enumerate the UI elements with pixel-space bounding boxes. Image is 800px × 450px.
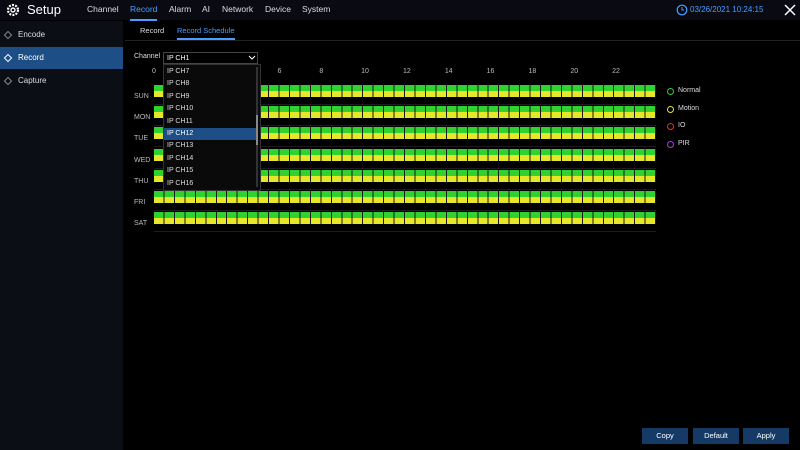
sidebar-icon (3, 76, 13, 86)
channel-option[interactable]: IP CH15 (167, 167, 194, 175)
legend-label: Motion (678, 104, 700, 112)
sub-tab[interactable]: Record (140, 26, 165, 35)
sidebar-icon (3, 53, 13, 63)
channel-option[interactable]: IP CH11 (167, 117, 193, 125)
day-label: WED (134, 156, 151, 164)
channel-option[interactable]: IP CH16 (167, 179, 194, 187)
sidebar-item[interactable]: Capture (0, 70, 123, 92)
close-button[interactable] (784, 4, 796, 16)
day-label: SAT (134, 220, 148, 228)
sub-tab[interactable]: Record Schedule (177, 24, 235, 40)
schedule-row[interactable] (154, 190, 656, 211)
datetime: 03/26/2021 10:24:15 (690, 5, 764, 14)
selected-channel: IP CH1 (167, 54, 190, 62)
channel-option[interactable]: IP CH9 (167, 92, 190, 100)
hour-label: 20 (570, 68, 579, 75)
hour-label: 16 (486, 68, 495, 75)
schedule-bar[interactable] (154, 169, 656, 182)
channel-option[interactable]: IP CH13 (167, 142, 194, 150)
hour-label: 22 (612, 68, 620, 75)
hour-label: 12 (403, 68, 411, 75)
action-button[interactable]: Copy (642, 428, 688, 444)
nav-item[interactable]: Channel (87, 4, 119, 14)
channel-dropdown: IP CH7 IP CH8 IP CH9 IP CH10 IP CH11 IP CH12 I… (163, 64, 261, 191)
action-button[interactable]: Apply (743, 428, 789, 444)
sidebar-item[interactable]: Record (0, 47, 123, 69)
schedule-bar[interactable] (154, 212, 656, 225)
sidebar: Encode Record Capture (0, 21, 123, 450)
channel-option[interactable]: IP CH7 (167, 68, 190, 75)
nav-item[interactable]: System (302, 4, 331, 14)
nav-item[interactable]: Network (222, 4, 254, 14)
channel-label: Channel (134, 53, 161, 60)
schedule-row[interactable] (154, 84, 656, 105)
hour-label: 18 (528, 68, 537, 75)
legend-dot (667, 105, 674, 113)
sidebar-icon (3, 30, 13, 40)
legend-dot (667, 141, 674, 149)
nav-item[interactable]: Record (130, 0, 158, 21)
hour-label: 6 (277, 68, 282, 75)
day-label: THU (134, 177, 149, 185)
channel-select[interactable]: IP CH1 (163, 52, 258, 64)
gear-icon (6, 3, 20, 17)
day-label: SUN (134, 93, 149, 100)
legend-dot (667, 88, 674, 95)
nav-item[interactable]: Device (265, 4, 291, 14)
legend-label: Normal (678, 87, 701, 94)
channel-option[interactable]: IP CH8 (167, 80, 190, 88)
day-label: MON (134, 114, 151, 122)
day-label: TUE (134, 135, 148, 143)
nav-item[interactable]: AI (202, 4, 211, 14)
schedule-row[interactable] (154, 169, 656, 190)
schedule-bar[interactable] (154, 148, 656, 161)
action-button[interactable]: Default (693, 428, 739, 444)
schedule-bar[interactable] (154, 191, 656, 203)
legend-label: IO (678, 122, 686, 130)
chevron (248, 55, 256, 60)
legend-label: PIR (678, 140, 690, 148)
page-title: Setup (27, 2, 61, 17)
clock-icon (676, 4, 688, 16)
channel-option[interactable]: IP CH10 (167, 105, 194, 113)
hour-label: 0 (152, 68, 156, 75)
schedule-bar[interactable] (154, 85, 656, 97)
hour-label: 10 (361, 68, 369, 75)
schedule-row[interactable] (154, 105, 656, 127)
legend-dot (667, 123, 674, 131)
channel-option[interactable]: IP CH12 (164, 128, 256, 141)
top-bar: Setup 03/26/2021 10:24:15 Channel Record A… (0, 0, 800, 21)
sidebar-item[interactable]: Encode (0, 24, 123, 46)
schedule-row[interactable] (154, 126, 656, 148)
schedule-bar[interactable] (154, 106, 656, 119)
schedule-bar[interactable] (154, 127, 656, 140)
divider (125, 40, 800, 41)
day-label: FRI (134, 199, 146, 206)
channel-option[interactable]: IP CH14 (167, 154, 194, 162)
scrollbar (256, 67, 258, 187)
schedule-row[interactable] (154, 148, 656, 169)
nav-item[interactable]: Alarm (169, 4, 192, 14)
scroll-thumb[interactable] (256, 115, 258, 145)
schedule-row[interactable] (154, 211, 656, 233)
hour-label: 8 (319, 68, 324, 75)
hour-label: 14 (444, 68, 453, 75)
